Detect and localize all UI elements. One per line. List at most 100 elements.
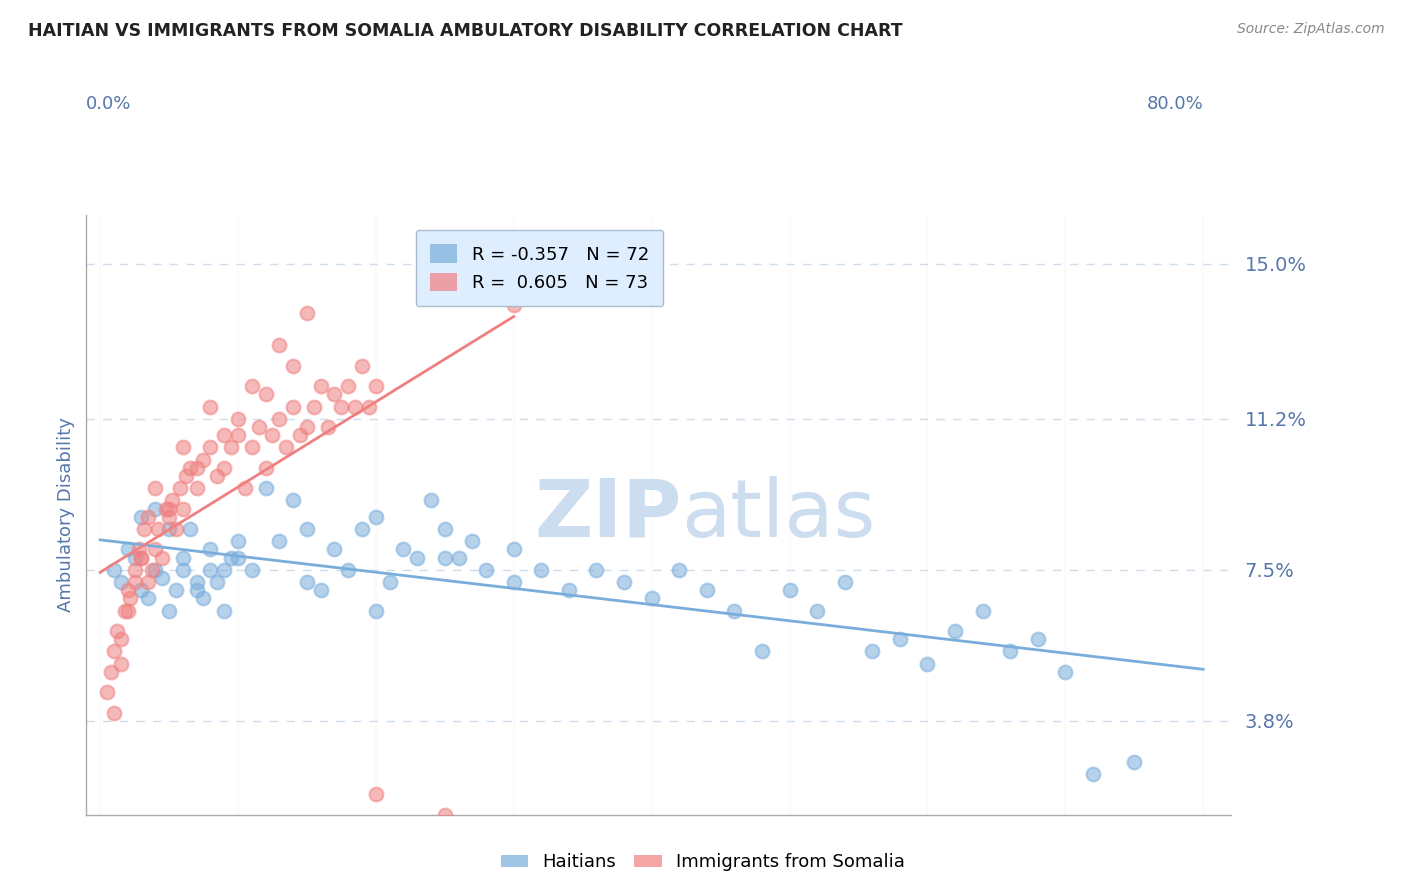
Point	[150, 571, 173, 585]
Point	[337, 379, 360, 393]
Point	[1123, 755, 1146, 769]
Point	[696, 583, 718, 598]
Point	[200, 542, 222, 557]
Point	[889, 632, 911, 647]
Point	[117, 583, 139, 598]
Point	[124, 574, 146, 589]
Point	[295, 306, 318, 320]
Point	[226, 534, 249, 549]
Point	[193, 591, 215, 606]
Point	[998, 644, 1021, 658]
Point	[406, 550, 429, 565]
Point	[100, 665, 122, 679]
Point	[212, 428, 235, 442]
Point	[157, 522, 180, 536]
Point	[226, 428, 249, 442]
Point	[344, 400, 367, 414]
Point	[131, 509, 153, 524]
Point	[364, 603, 387, 617]
Point	[110, 574, 132, 589]
Point	[247, 420, 270, 434]
Point	[117, 542, 139, 557]
Text: 0.0%: 0.0%	[86, 95, 132, 113]
Point	[269, 338, 291, 352]
Point	[172, 441, 194, 455]
Point	[364, 379, 387, 393]
Point	[172, 550, 194, 565]
Point	[378, 574, 401, 589]
Point	[1081, 766, 1104, 780]
Point	[357, 400, 380, 414]
Point	[103, 644, 125, 658]
Point	[96, 685, 118, 699]
Point	[105, 624, 128, 638]
Point	[157, 509, 180, 524]
Point	[502, 574, 524, 589]
Point	[323, 542, 346, 557]
Point	[640, 591, 662, 606]
Point	[917, 657, 939, 671]
Point	[269, 412, 291, 426]
Point	[141, 563, 163, 577]
Point	[240, 563, 263, 577]
Point	[433, 807, 456, 822]
Point	[110, 657, 132, 671]
Point	[172, 563, 194, 577]
Point	[219, 550, 242, 565]
Point	[613, 574, 636, 589]
Point	[131, 583, 153, 598]
Point	[668, 563, 690, 577]
Point	[364, 787, 387, 801]
Text: atlas: atlas	[682, 475, 876, 554]
Point	[179, 522, 201, 536]
Point	[120, 591, 142, 606]
Point	[943, 624, 966, 638]
Point	[174, 469, 197, 483]
Point	[558, 583, 581, 598]
Point	[447, 550, 470, 565]
Point	[138, 591, 160, 606]
Point	[186, 574, 208, 589]
Point	[269, 534, 291, 549]
Point	[186, 481, 208, 495]
Point	[281, 359, 304, 373]
Point	[281, 493, 304, 508]
Point	[207, 574, 229, 589]
Text: ZIP: ZIP	[534, 475, 682, 554]
Point	[172, 501, 194, 516]
Point	[138, 509, 160, 524]
Point	[475, 563, 498, 577]
Point	[281, 400, 304, 414]
Point	[200, 441, 222, 455]
Point	[751, 644, 773, 658]
Point	[420, 493, 443, 508]
Point	[143, 542, 166, 557]
Point	[262, 428, 284, 442]
Point	[295, 574, 318, 589]
Point	[337, 563, 360, 577]
Point	[330, 400, 353, 414]
Text: HAITIAN VS IMMIGRANTS FROM SOMALIA AMBULATORY DISABILITY CORRELATION CHART: HAITIAN VS IMMIGRANTS FROM SOMALIA AMBUL…	[28, 22, 903, 40]
Point	[723, 603, 745, 617]
Legend: Haitians, Immigrants from Somalia: Haitians, Immigrants from Somalia	[494, 847, 912, 879]
Point	[103, 706, 125, 720]
Point	[124, 563, 146, 577]
Point	[134, 522, 156, 536]
Point	[193, 452, 215, 467]
Point	[157, 603, 180, 617]
Point	[352, 359, 374, 373]
Point	[254, 387, 277, 401]
Point	[110, 632, 132, 647]
Point	[200, 563, 222, 577]
Point	[309, 583, 332, 598]
Point	[860, 644, 883, 658]
Point	[364, 509, 387, 524]
Point	[276, 441, 298, 455]
Point	[186, 583, 208, 598]
Point	[114, 603, 136, 617]
Point	[233, 481, 256, 495]
Point	[138, 574, 160, 589]
Point	[131, 550, 153, 565]
Point	[165, 522, 187, 536]
Point	[160, 493, 183, 508]
